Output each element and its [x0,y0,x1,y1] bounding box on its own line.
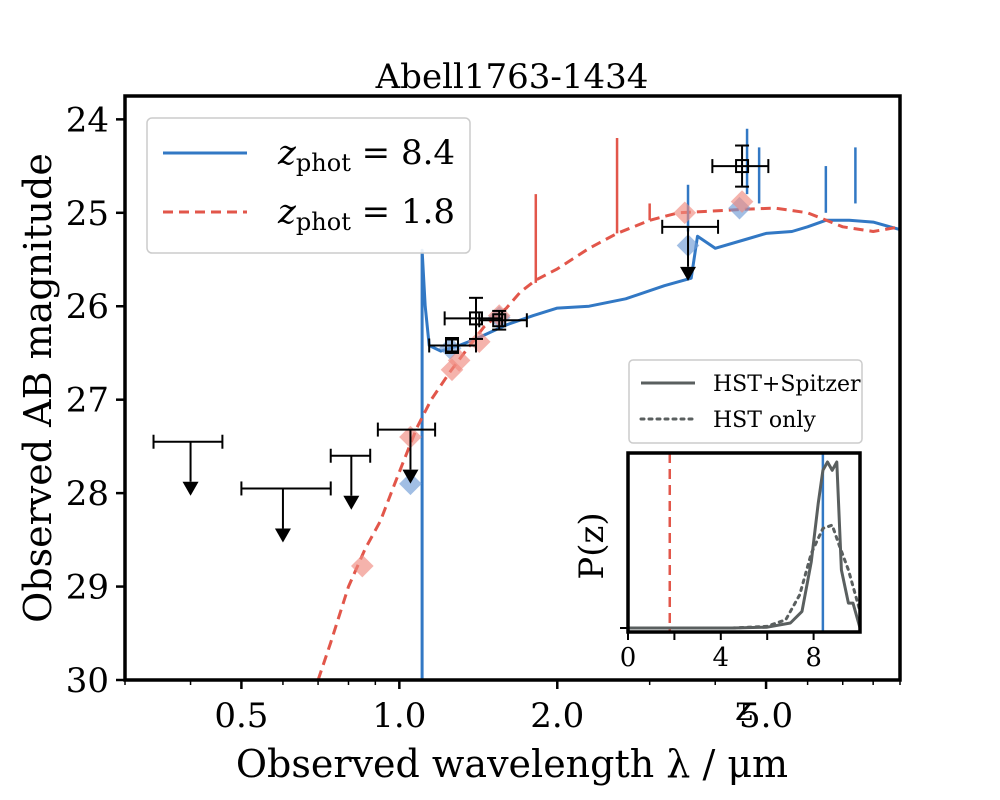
inset-legend-box [628,359,863,444]
upper-limit-arrowhead-0 [182,481,199,496]
model-photometry-0-0 [399,472,422,496]
y-axis-label: Observed AB magnitude [16,153,60,623]
legend-value: = 1.8 [351,192,455,232]
inset-legend-label-1: HST only [713,408,816,433]
main-axis-ticks: 0.5 1.0 2.0 5.0 24 25 26 27 28 29 30 [66,100,901,736]
x-tick-label-0: 0.5 [214,696,268,736]
inset-x-tick-label-1: 4 [713,643,730,673]
sed-template-0 [420,218,901,680]
legend-label-0: zphot = 8.4 [277,133,455,177]
legend-subscript: phot [296,208,351,236]
x-tick-label-1: 1.0 [372,696,426,736]
legend-z-symbol: z [277,133,297,173]
upper-limit-arrowhead-1 [274,528,291,543]
detection-marker-3 [735,159,750,174]
detection-marker-2 [492,313,507,328]
inset-x-tick-label-0: 0 [620,643,637,673]
detection-marker-1 [469,311,484,326]
x-tick-label-2: 2.0 [530,696,584,736]
chart-title: Abell1763-1434 [375,57,649,97]
model-photometry-1-6 [673,201,697,225]
model-photometry-1-0 [350,554,374,578]
main-series-layer [316,128,901,681]
model-photometry-1-4 [467,330,491,354]
model-photometry-1-3 [447,349,471,372]
inset-axis-ticks: 0 4 8 [620,627,822,673]
inset-curve-0 [628,460,862,630]
inset-x-label: z [735,689,753,729]
upper-limit-arrowhead-2 [343,495,360,510]
main-plot-frame [123,94,902,682]
x-tick-label-3: 5.0 [739,696,793,736]
y-tick-label-2: 26 [66,287,109,327]
y-tick-label-4: 28 [66,474,109,514]
legend-label-1: zphot = 1.8 [277,192,455,236]
legend-value: = 8.4 [351,133,455,173]
inset-legend-label-0: HST+Spitzer [713,372,861,397]
legend-subscript: phot [296,149,351,177]
inset-plot: 0 4 8 z P(z) [572,451,862,729]
inset-series-layer [626,453,862,632]
sed-template-1 [316,206,901,681]
inset-y-label: P(z) [572,512,612,579]
legend-z-symbol: z [277,192,297,232]
y-tick-label-5: 29 [66,568,109,608]
inset-curve-1 [626,523,862,630]
y-tick-label-1: 25 [66,194,109,234]
detection-marker-0 [444,338,459,353]
y-tick-label-3: 27 [66,381,109,421]
x-axis-label: Observed wavelength λ / μm [236,742,788,786]
y-tick-label-0: 24 [66,100,109,140]
y-tick-label-6: 30 [66,661,109,701]
inset-x-tick-label-2: 8 [805,643,822,673]
main-plot: 0.5 1.0 2.0 5.0 24 25 26 27 28 29 30 [66,94,902,736]
upper-limit-arrowhead-3 [402,469,419,484]
inset-frame [626,451,862,634]
upper-limit-arrowhead-4 [680,266,697,281]
inset-legend: HST+Spitzer HST only [628,359,863,444]
